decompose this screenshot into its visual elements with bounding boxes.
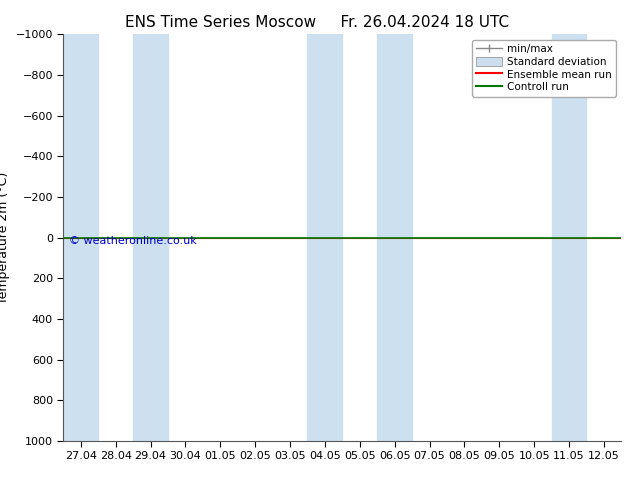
Legend: min/max, Standard deviation, Ensemble mean run, Controll run: min/max, Standard deviation, Ensemble me… (472, 40, 616, 97)
Bar (63, 34, 98, 441)
Text: © weatheronline.co.uk: © weatheronline.co.uk (69, 236, 197, 245)
Text: ENS Time Series Moscow     Fr. 26.04.2024 18 UTC: ENS Time Series Moscow Fr. 26.04.2024 18… (125, 15, 509, 30)
Y-axis label: Temperature 2m (°C): Temperature 2m (°C) (0, 172, 10, 304)
Bar (133, 34, 168, 441)
Bar (552, 34, 586, 441)
Bar (307, 34, 342, 441)
Bar (377, 34, 412, 441)
